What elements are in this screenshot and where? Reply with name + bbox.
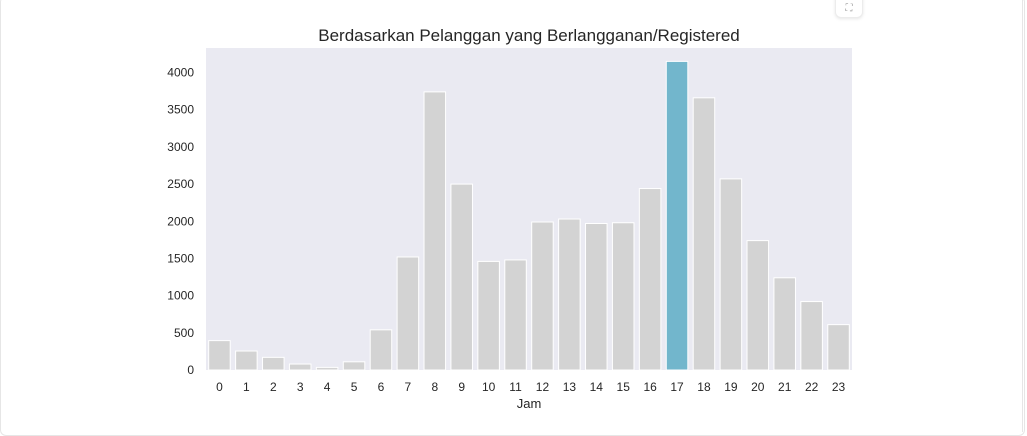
y-tick-label: 500 [174,326,194,340]
bar-7 [396,256,420,371]
x-tick-label: 16 [643,380,657,394]
x-tick-label: 18 [697,380,711,394]
bar-14 [585,223,608,371]
bar-8 [423,91,447,371]
bar-11 [504,259,527,371]
expand-icon: ⛶ [845,3,853,14]
x-tick-label: 19 [724,380,738,394]
bar-0 [208,340,231,371]
y-tick-label: 1500 [167,251,194,265]
bars [208,60,850,371]
bar-5 [342,361,366,371]
bar-12 [531,221,554,371]
bar-6 [369,329,393,371]
y-tick-label: 4000 [167,66,194,80]
bar-22 [800,301,823,371]
fullscreen-button[interactable]: ⛶ [835,0,863,18]
x-axis: 0 1 2 3 4 5 6 7 8 9 10 11 12 13 14 15 16 17 18 19 20 21 22 23 [216,380,845,394]
y-tick-label: 0 [187,363,194,377]
x-tick-label: 2 [270,380,277,394]
bar-4 [315,366,339,371]
x-tick-label: 20 [751,380,765,394]
x-tick-label: 14 [590,380,604,394]
bar-9 [450,183,473,371]
bar-23 [827,324,850,371]
y-tick-label: 3500 [167,103,194,117]
y-tick-label: 3000 [167,140,194,154]
bar-10 [477,260,500,371]
bar-1 [235,350,258,371]
x-tick-label: 11 [509,380,522,394]
x-tick-label: 22 [805,380,819,394]
x-tick-label: 7 [405,380,412,394]
x-tick-label: 15 [617,380,631,394]
x-tick-label: 8 [431,380,438,394]
bar-13 [558,218,581,371]
x-tick-label: 9 [458,380,465,394]
x-axis-label: Jam [517,396,542,411]
chart-title: Berdasarkan Pelanggan yang Berlangganan/… [318,26,740,45]
x-tick-label: 12 [536,380,550,394]
bar-19 [719,178,743,371]
bar-21 [773,277,796,371]
x-tick-label: 4 [324,380,331,394]
bar-3 [288,363,312,371]
y-tick-label: 1000 [167,289,194,303]
bar-16 [638,188,662,371]
x-tick-label: 0 [216,380,223,394]
y-tick-label: 2000 [167,214,194,228]
x-tick-label: 13 [563,380,577,394]
x-tick-label: 10 [482,380,496,394]
bar-2 [262,356,285,371]
x-tick-label: 6 [378,380,385,394]
plot-area [206,48,852,370]
bar-18 [692,97,716,371]
bar-17 [665,60,689,371]
y-axis: 0 500 1000 1500 2000 2500 3000 3500 4000 [167,66,194,377]
x-tick-label: 21 [778,380,792,394]
scrollbar-edge [1022,0,1023,432]
y-tick-label: 2500 [167,177,194,191]
x-tick-label: 3 [297,380,304,394]
x-tick-label: 17 [670,380,684,394]
x-tick-label: 1 [243,380,250,394]
x-tick-label: 23 [832,380,846,394]
bar-20 [746,240,770,371]
x-tick-label: 5 [351,380,358,394]
bar-15 [611,222,635,371]
